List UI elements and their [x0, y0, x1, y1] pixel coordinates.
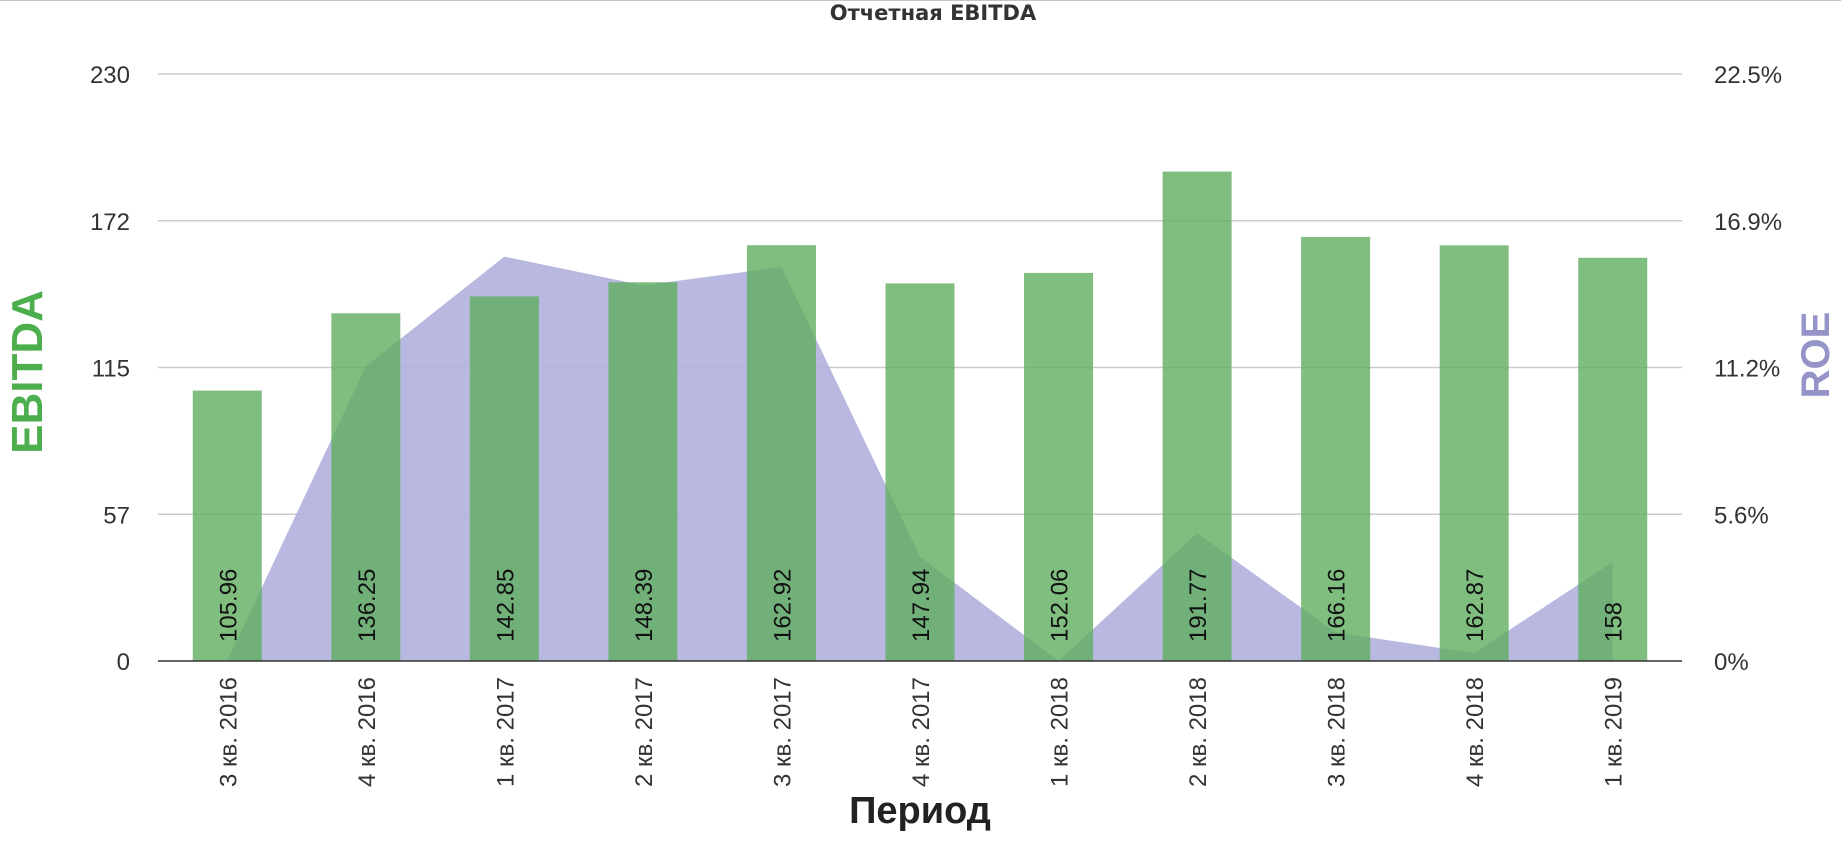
x-tick-label: 3 кв. 2017	[769, 677, 796, 787]
y-tick-label: 0	[117, 649, 130, 676]
top-border	[0, 0, 1841, 1]
y2-tick-label: 16.9%	[1714, 209, 1782, 236]
y2-tick-label: 11.2%	[1714, 356, 1780, 383]
roe-area	[227, 256, 1613, 661]
ebitda-bar	[469, 296, 539, 661]
y-tick-label: 115	[92, 356, 130, 383]
bar-data-label: 148.39	[631, 569, 658, 642]
ebitda-bar	[608, 282, 678, 661]
x-tick-label: 2 кв. 2018	[1185, 677, 1212, 787]
x-axis-title: Период	[849, 790, 991, 832]
axes: 0 0% 57 5.6% 115 11.2% 172 16.9% 230 22.5% 3 кв. 2…	[90, 62, 1782, 787]
ebitda-bar	[1024, 272, 1094, 661]
x-tick-label: 4 кв. 2017	[908, 677, 935, 787]
ebitda-bar	[746, 245, 816, 661]
y-tick-label: 57	[103, 502, 130, 529]
y2-tick-label: 0%	[1714, 649, 1749, 676]
y2-tick-label: 5.6%	[1714, 502, 1769, 529]
ebitda-bar	[192, 390, 262, 661]
ebitda-bar-series	[192, 171, 1648, 661]
bar-data-label: 105.96	[215, 569, 242, 642]
bar-data-label: 142.85	[492, 569, 519, 642]
x-tick-label: 3 кв. 2016	[215, 677, 242, 787]
x-tick-label: 1 кв. 2017	[492, 677, 519, 787]
ebitda-bar	[1162, 171, 1232, 661]
x-tick-label: 1 кв. 2018	[1047, 677, 1074, 787]
data-labels: 105.96 136.25 142.85 148.39 162.92 147.94 152.…	[215, 569, 1627, 642]
x-tick-label: 4 кв. 2018	[1462, 677, 1489, 787]
x-tick-label: 2 кв. 2017	[631, 677, 658, 787]
y-tick-label: 230	[90, 62, 130, 89]
ebitda-bar	[331, 313, 401, 661]
ebitda-bar	[1301, 236, 1371, 661]
bar-data-label: 152.06	[1047, 569, 1074, 642]
bar-data-label: 162.92	[769, 569, 796, 642]
chart-title: Отчетная EBITDA	[830, 1, 1037, 25]
x-tick-label: 3 кв. 2018	[1324, 677, 1351, 787]
y-axis-title-ebitda: EBITDA	[3, 290, 52, 454]
ebitda-bar	[1439, 245, 1509, 661]
x-tick-label: 1 кв. 2019	[1601, 677, 1628, 787]
bar-data-label: 191.77	[1185, 569, 1212, 642]
bar-data-label: 136.25	[354, 569, 381, 642]
y-axis-title-roe: ROE	[1794, 312, 1838, 399]
y-tick-label: 172	[90, 209, 130, 236]
bar-data-label: 147.94	[908, 569, 935, 642]
ebitda-bar	[1578, 257, 1648, 661]
x-tick-label: 4 кв. 2016	[354, 677, 381, 787]
bar-data-label: 162.87	[1462, 569, 1489, 642]
y2-tick-label: 22.5%	[1714, 62, 1782, 89]
bar-data-label: 158	[1601, 602, 1628, 642]
bar-data-label: 166.16	[1324, 569, 1351, 642]
roe-area-series	[227, 256, 1613, 661]
ebitda-bar	[885, 283, 955, 661]
